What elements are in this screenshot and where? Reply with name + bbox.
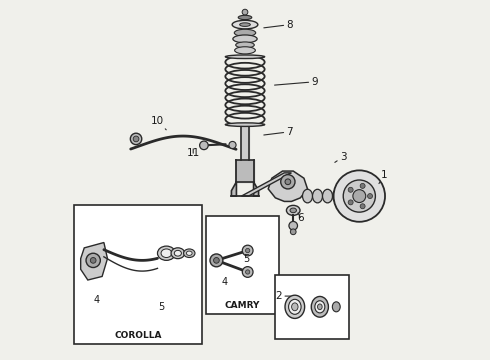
- Text: COROLLA: COROLLA: [114, 331, 162, 340]
- Circle shape: [229, 141, 236, 149]
- Circle shape: [199, 141, 208, 150]
- Ellipse shape: [313, 189, 322, 203]
- Circle shape: [245, 270, 250, 274]
- Ellipse shape: [290, 208, 296, 213]
- Ellipse shape: [238, 15, 252, 19]
- Ellipse shape: [332, 302, 340, 312]
- Ellipse shape: [225, 55, 265, 59]
- Circle shape: [348, 187, 353, 192]
- Circle shape: [353, 190, 366, 203]
- Circle shape: [214, 257, 220, 263]
- Ellipse shape: [352, 189, 363, 203]
- Text: 2: 2: [275, 291, 291, 301]
- Text: 6: 6: [297, 212, 304, 222]
- Ellipse shape: [333, 189, 343, 203]
- Circle shape: [130, 133, 142, 145]
- Text: 8: 8: [264, 19, 293, 30]
- Ellipse shape: [318, 304, 322, 310]
- Circle shape: [242, 9, 248, 15]
- Ellipse shape: [292, 303, 298, 311]
- Ellipse shape: [287, 205, 300, 215]
- Circle shape: [343, 180, 375, 212]
- Ellipse shape: [233, 35, 257, 43]
- Text: 1: 1: [379, 170, 388, 184]
- Ellipse shape: [234, 29, 256, 36]
- Ellipse shape: [186, 251, 192, 255]
- Polygon shape: [253, 182, 259, 196]
- Polygon shape: [242, 173, 292, 196]
- Ellipse shape: [157, 246, 175, 260]
- Circle shape: [243, 245, 253, 256]
- Ellipse shape: [174, 250, 181, 256]
- Text: 11: 11: [187, 148, 200, 158]
- Ellipse shape: [315, 301, 325, 313]
- Ellipse shape: [171, 248, 185, 259]
- Ellipse shape: [289, 299, 301, 314]
- Circle shape: [90, 257, 96, 263]
- Polygon shape: [268, 171, 308, 202]
- Ellipse shape: [184, 249, 195, 257]
- Ellipse shape: [285, 295, 305, 319]
- Ellipse shape: [235, 47, 255, 54]
- Bar: [206, 216, 279, 314]
- Circle shape: [289, 221, 297, 230]
- Circle shape: [86, 253, 100, 267]
- Ellipse shape: [232, 20, 258, 29]
- Circle shape: [281, 175, 295, 189]
- Polygon shape: [81, 243, 107, 280]
- Circle shape: [210, 254, 223, 267]
- Ellipse shape: [302, 189, 313, 203]
- Ellipse shape: [240, 23, 250, 26]
- Text: 4: 4: [222, 278, 228, 287]
- Ellipse shape: [225, 123, 265, 126]
- Ellipse shape: [343, 189, 352, 203]
- Circle shape: [291, 229, 296, 235]
- Text: 5: 5: [158, 302, 164, 312]
- Circle shape: [368, 194, 372, 199]
- Text: 3: 3: [335, 152, 346, 162]
- Ellipse shape: [236, 42, 254, 48]
- Bar: [74, 205, 202, 344]
- Circle shape: [348, 200, 353, 205]
- Circle shape: [285, 179, 291, 185]
- Ellipse shape: [311, 296, 328, 317]
- Circle shape: [360, 183, 365, 188]
- Circle shape: [360, 204, 365, 209]
- Text: 5: 5: [243, 254, 249, 264]
- Circle shape: [334, 170, 385, 222]
- Text: 9: 9: [274, 77, 318, 87]
- Circle shape: [133, 136, 139, 142]
- Bar: [275, 275, 348, 339]
- Polygon shape: [231, 182, 237, 196]
- Ellipse shape: [322, 189, 333, 203]
- Circle shape: [243, 267, 253, 277]
- Text: 4: 4: [94, 295, 100, 305]
- Circle shape: [245, 248, 250, 253]
- Text: 10: 10: [151, 116, 166, 130]
- Text: CAMRY: CAMRY: [224, 301, 260, 310]
- Ellipse shape: [363, 189, 372, 203]
- Text: 7: 7: [264, 127, 293, 137]
- Ellipse shape: [161, 249, 172, 257]
